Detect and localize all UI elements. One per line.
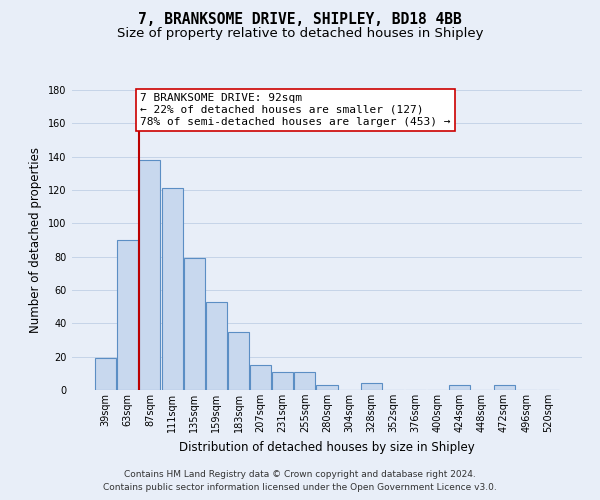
Bar <box>449 385 470 390</box>
Bar <box>118 240 139 390</box>
Bar <box>206 302 227 390</box>
Y-axis label: Number of detached properties: Number of detached properties <box>29 147 43 333</box>
Text: 7 BRANKSOME DRIVE: 92sqm
← 22% of detached houses are smaller (127)
78% of semi-: 7 BRANKSOME DRIVE: 92sqm ← 22% of detach… <box>140 94 451 126</box>
Bar <box>184 258 205 390</box>
Bar <box>272 372 293 390</box>
Bar <box>494 385 515 390</box>
Text: Contains HM Land Registry data © Crown copyright and database right 2024.
Contai: Contains HM Land Registry data © Crown c… <box>103 470 497 492</box>
Bar <box>161 188 182 390</box>
Bar <box>316 385 338 390</box>
Bar <box>139 160 160 390</box>
Text: Size of property relative to detached houses in Shipley: Size of property relative to detached ho… <box>117 28 483 40</box>
Bar <box>361 384 382 390</box>
Text: 7, BRANKSOME DRIVE, SHIPLEY, BD18 4BB: 7, BRANKSOME DRIVE, SHIPLEY, BD18 4BB <box>138 12 462 28</box>
Bar <box>95 358 116 390</box>
Bar <box>250 365 271 390</box>
Bar <box>228 332 249 390</box>
Bar <box>295 372 316 390</box>
X-axis label: Distribution of detached houses by size in Shipley: Distribution of detached houses by size … <box>179 440 475 454</box>
